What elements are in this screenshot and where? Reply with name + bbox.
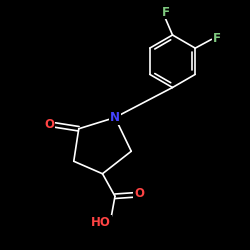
Text: F: F xyxy=(213,32,221,44)
Text: O: O xyxy=(44,118,54,131)
Text: O: O xyxy=(134,187,144,200)
Text: F: F xyxy=(162,6,170,18)
Text: HO: HO xyxy=(91,216,111,229)
Text: N: N xyxy=(110,111,120,124)
